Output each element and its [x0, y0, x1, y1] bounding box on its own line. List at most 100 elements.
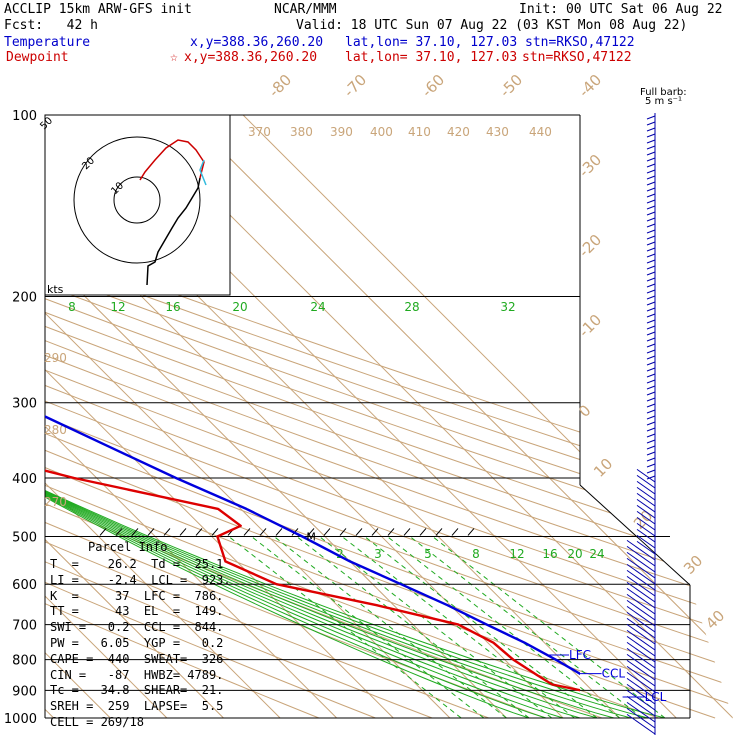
wind-barb-icon [646, 403, 656, 408]
wind-barb-icon [646, 325, 656, 330]
center-label: NCAR/MMM [274, 2, 337, 17]
wind-barb-icon [646, 121, 656, 126]
dry-adiabat-line [45, 115, 433, 719]
hodograph-ring-inner [113, 176, 161, 224]
mixing-ratio-tick-label: 16 [542, 547, 557, 561]
wind-barb-icon [646, 439, 656, 444]
theta-e-tick-label: 32 [500, 300, 515, 314]
wind-barb-icon [646, 265, 656, 270]
hodograph-trace-upper [139, 139, 205, 181]
wind-barb-icon [646, 205, 656, 210]
wind-barb-icon [646, 271, 656, 276]
dry-adiabat-line [45, 115, 740, 719]
wind-barb-icon [646, 193, 656, 198]
dry-adiabat-line [45, 115, 740, 719]
wind-barb-icon [626, 587, 656, 609]
wind-barb-icon [646, 445, 656, 450]
dewpoint-xy: x,y=388.36,260.20 [184, 50, 318, 65]
theta-tick-label: 420 [447, 125, 470, 139]
wind-barb-icon [646, 187, 656, 192]
isotherm-tick-label: 0 [575, 401, 594, 420]
isotherm-line [45, 115, 224, 719]
dewpoint-station: stn=RKSO,47122 [522, 50, 632, 65]
wind-barb-icon [646, 157, 656, 162]
parcel-info-row: SWI = 0.2 CCL = 844. [50, 620, 224, 635]
wind-barb-icon [626, 569, 656, 591]
wind-barb-icon [646, 301, 656, 306]
wind-barb-icon [646, 127, 656, 132]
parcel-info-row: LI = -2.4 LCL = 923. [50, 572, 231, 587]
dry-adiabat-line [45, 115, 740, 719]
wind-barb-icon [636, 468, 656, 483]
theta-tick-label: 400 [370, 125, 393, 139]
wind-level-dash [275, 528, 283, 536]
wind-barb-icon [636, 510, 656, 525]
valid-time: Valid: 18 UTC Sun 07 Aug 22 (03 KST Mon … [296, 18, 688, 33]
pressure-tick-label: 900 [12, 684, 37, 699]
mixing-ratio-tick-label: 8 [472, 547, 480, 561]
wind-barb-icon [646, 391, 656, 396]
temperature-xy: x,y=388.36,260.20 [190, 35, 324, 50]
parcel-info-row: SREH = 259 LAPSE= 5.5 [50, 699, 224, 714]
wind-barb-icon [626, 665, 656, 687]
dry-adiabat-line [45, 115, 740, 719]
dry-adiabat-line [45, 115, 740, 719]
isotherm-tick-label: -60 [418, 71, 448, 101]
mixing-ratio-line [319, 536, 553, 719]
wind-barb-icon [626, 611, 656, 633]
wind-barb-icon [626, 581, 656, 603]
dry-adiabat-line [45, 115, 740, 719]
theta-tick-label: 290 [44, 351, 67, 365]
isotherm-tick-label: -40 [575, 71, 605, 101]
init-time: Init: 00 UTC Sat 06 Aug 22 [519, 2, 723, 17]
wind-barb-icon [626, 605, 656, 627]
wind-barb-icon [636, 474, 656, 489]
wind-barb-icon [646, 313, 656, 318]
wind-barb-icon [646, 379, 656, 384]
theta-tick-label: 270 [44, 495, 67, 509]
wind-barb-icon [626, 629, 656, 651]
wind-barb-icon [636, 486, 656, 501]
dry-adiabat-line [45, 115, 489, 719]
forecast-hour: Fcst: 42 h [4, 18, 98, 33]
mixing-ratio-line [296, 536, 530, 719]
wind-barb-icon [646, 421, 656, 426]
wind-barb-icon [646, 319, 656, 324]
wind-barb-icon [626, 617, 656, 639]
dewpoint-marker-icon: ☆ [170, 50, 178, 65]
wind-barb-icon [636, 492, 656, 507]
pressure-tick-label: 600 [12, 578, 37, 593]
theta-e-tick-label: 12 [110, 300, 125, 314]
wind-barb-icon [646, 355, 656, 360]
mixing-ratio-tick-label: 12 [509, 547, 524, 561]
wind-barb-icon [646, 373, 656, 378]
wind-barb-icon [626, 659, 656, 681]
wind-barb-icon [646, 211, 656, 216]
wind-barb-icon [636, 480, 656, 495]
isotherm-tick-label: 10 [590, 455, 616, 481]
isotherm-line [242, 115, 740, 719]
mixing-ratio-tick-label: 5 [424, 547, 432, 561]
wind-barb-icon [646, 247, 656, 252]
wind-barb-icon [646, 259, 656, 264]
pressure-tick-label: 100 [12, 109, 37, 124]
wind-barb-icon [646, 409, 656, 414]
temperature-station: stn=RKSO,47122 [525, 35, 635, 50]
wind-barb-icon [646, 151, 656, 156]
parcel-info-row: T = 26.2 Td = 25.1 [50, 557, 224, 571]
hodograph-trace-top [199, 159, 207, 186]
wind-barb-icon [646, 163, 656, 168]
temperature-legend: Temperature [4, 35, 91, 50]
wind-barb-icon [626, 545, 656, 567]
wind-barb-icon [646, 115, 656, 120]
wind-level-dash [179, 528, 187, 536]
dewpoint-legend: Dewpoint [6, 50, 69, 65]
mixing-ratio-line [386, 536, 621, 719]
isotherm-tick-label: 30 [680, 552, 706, 578]
parcel-info-row: CELL = 269/18 [50, 715, 144, 729]
mixing-marker-label: M [306, 530, 316, 543]
theta-e-tick-label: 20 [232, 300, 247, 314]
wind-barb-icon [646, 469, 656, 474]
wind-barb-icon [636, 528, 656, 543]
